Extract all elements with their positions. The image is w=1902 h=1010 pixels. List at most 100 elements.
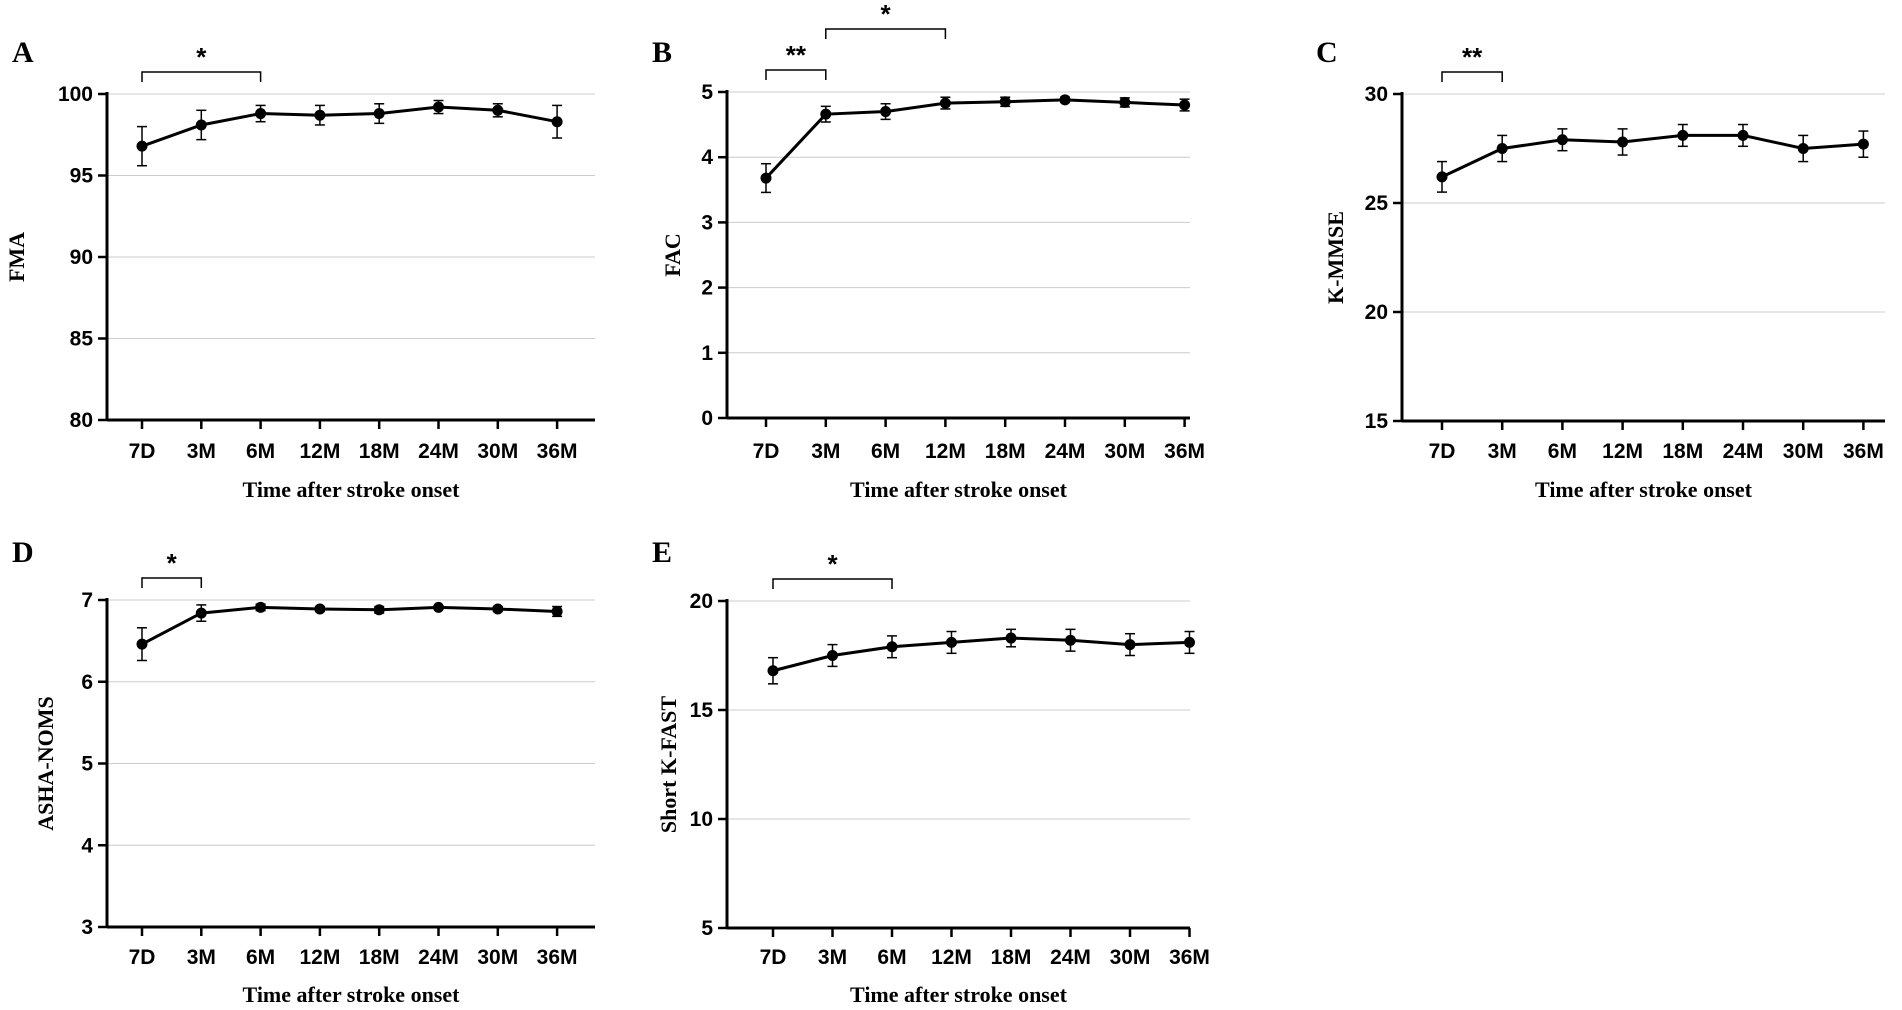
panel-c: C 15 20 25 30 7D 3M 6M 12M 18M 24M 30M 36M Time after… — [1316, 36, 1885, 502]
x-tick-label-d-30M: 30M — [477, 946, 518, 969]
series-line-e — [772, 636, 1190, 673]
data-point-d-30M — [492, 603, 504, 615]
significance-bracket-d-1: * — [141, 548, 203, 588]
panel-d: D 3 4 5 6 7 7D 3M 6M 12M 18M 24M 30M 36M Time after st… — [12, 536, 595, 1007]
x-tick-label-d-7D: 7D — [129, 946, 156, 969]
panel-letter-c: C — [1316, 36, 1338, 69]
panel-letter-b: B — [652, 36, 672, 69]
x-tick-label-b-18M: 18M — [985, 440, 1026, 463]
significance-bracket-a-1: * — [141, 42, 262, 82]
x-tick-label-e-12M: 12M — [931, 946, 972, 969]
data-point-c-18M — [1677, 129, 1689, 141]
x-tick-label-b-12M: 12M — [925, 440, 966, 463]
x-tick-label-c-18M: 18M — [1662, 440, 1703, 463]
data-point-c-7D — [1436, 171, 1448, 183]
y-tick-label-d-4: 4 — [81, 834, 93, 857]
y-tick-label-b-3: 3 — [701, 211, 713, 234]
panel-letter-d: D — [12, 536, 34, 569]
y-tick-label-b-5: 5 — [701, 81, 713, 104]
x-tick-label-c-7D: 7D — [1429, 440, 1456, 463]
x-tick-label-d-12M: 12M — [299, 946, 340, 969]
y-tick-label-c-30: 30 — [1365, 83, 1388, 106]
panel-letter-a: A — [12, 36, 34, 69]
data-point-d-7D — [136, 638, 148, 650]
x-tick-label-c-36M: 36M — [1843, 440, 1884, 463]
data-point-b-12M — [939, 97, 951, 109]
data-point-b-30M — [1119, 96, 1131, 108]
data-point-c-30M — [1797, 143, 1809, 154]
data-point-c-3M — [1496, 143, 1508, 154]
y-axis-title-b: FAC — [660, 233, 685, 277]
data-point-e-6M — [886, 641, 898, 653]
y-tick-label-c-15: 15 — [1365, 410, 1389, 433]
panel-a: A 80 85 90 95 100 7D 3M 6M 12M 18M 24M 30M 36M Time af… — [4, 36, 595, 502]
significance-bracket-c-1: ** — [1441, 42, 1503, 82]
panel-b: B 0 1 2 3 4 5 7D 3M 6M 12M 18M 24M 30M 36M Time after s… — [652, 0, 1205, 502]
data-point-d-36M — [551, 605, 563, 617]
data-point-a-36M — [551, 116, 563, 128]
y-tick-label-e-5: 5 — [701, 917, 713, 940]
y-axis-title-c: K-MMSE — [1323, 211, 1348, 304]
y-tick-label-a-100: 100 — [58, 83, 93, 106]
y-tick-label-d-5: 5 — [81, 753, 93, 776]
y-tick-label-b-0: 0 — [701, 407, 713, 430]
data-point-d-6M — [255, 601, 267, 613]
x-axis-title-b: Time after stroke onset — [850, 477, 1068, 502]
y-tick-label-a-80: 80 — [70, 409, 93, 432]
data-point-a-7D — [136, 140, 148, 152]
data-point-c-36M — [1857, 138, 1869, 150]
x-tick-label-a-6M: 6M — [246, 440, 275, 463]
y-tick-label-a-85: 85 — [70, 328, 94, 351]
y-tick-label-e-20: 20 — [690, 590, 713, 613]
x-tick-label-c-3M: 3M — [1488, 440, 1517, 463]
x-tick-label-a-36M: 36M — [537, 440, 578, 463]
data-point-e-18M — [1005, 632, 1017, 644]
data-point-e-7D — [767, 665, 779, 677]
bracket-line — [141, 577, 203, 588]
x-tick-label-e-7D: 7D — [760, 946, 787, 969]
x-tick-label-c-24M: 24M — [1723, 440, 1764, 463]
x-tick-label-e-36M: 36M — [1169, 946, 1210, 969]
x-tick-label-d-6M: 6M — [246, 946, 275, 969]
x-axis-title-c: Time after stroke onset — [1535, 477, 1753, 502]
bracket-line — [765, 69, 827, 80]
y-tick-label-b-4: 4 — [701, 146, 713, 169]
x-tick-label-d-24M: 24M — [418, 946, 459, 969]
y-axis-title-e: Short K-FAST — [656, 696, 681, 833]
x-axis-title-a: Time after stroke onset — [243, 477, 461, 502]
significance-label-c-1: ** — [1462, 42, 1483, 72]
x-tick-label-d-3M: 3M — [187, 946, 216, 969]
x-tick-label-e-18M: 18M — [991, 946, 1032, 969]
data-point-e-12M — [946, 636, 957, 648]
significance-label-d-1: * — [167, 548, 178, 578]
y-tick-label-b-2: 2 — [701, 277, 713, 300]
data-point-d-3M — [195, 607, 207, 619]
significance-bracket-b-2: * — [825, 0, 947, 39]
data-point-a-30M — [492, 104, 504, 116]
x-tick-label-e-30M: 30M — [1110, 946, 1151, 969]
data-point-c-24M — [1737, 129, 1749, 141]
x-tick-label-d-18M: 18M — [359, 946, 400, 969]
data-point-e-24M — [1065, 634, 1076, 646]
y-tick-label-e-10: 10 — [690, 808, 713, 831]
data-point-b-24M — [1059, 94, 1071, 106]
x-tick-label-a-3M: 3M — [187, 440, 216, 463]
significance-label-b-1: ** — [786, 40, 807, 70]
data-point-d-18M — [373, 604, 385, 616]
data-point-e-3M — [827, 650, 838, 661]
y-tick-label-c-25: 25 — [1365, 192, 1389, 215]
x-tick-label-b-30M: 30M — [1104, 440, 1145, 463]
significance-bracket-b-1: ** — [765, 40, 827, 80]
y-tick-label-c-20: 20 — [1365, 301, 1388, 324]
x-tick-label-a-12M: 12M — [299, 440, 340, 463]
data-point-a-6M — [255, 108, 267, 120]
x-tick-label-a-7D: 7D — [129, 440, 156, 463]
data-point-a-18M — [373, 108, 385, 120]
bracket-line — [772, 578, 893, 589]
x-tick-label-d-36M: 36M — [537, 946, 578, 969]
y-tick-label-d-3: 3 — [81, 916, 93, 939]
data-point-d-12M — [314, 603, 326, 615]
x-tick-label-c-6M: 6M — [1548, 440, 1577, 463]
significance-bracket-e-1: * — [772, 549, 893, 589]
